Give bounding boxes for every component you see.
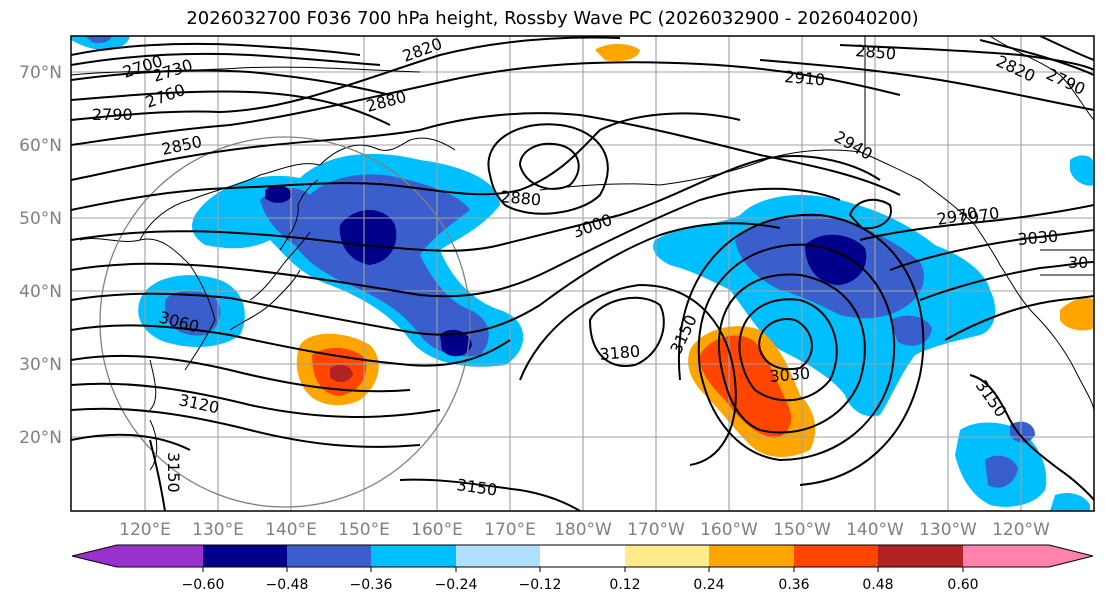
- colorbar-swatch: [456, 545, 540, 567]
- contour-label: 2760: [143, 80, 188, 112]
- contour-label: 3150: [164, 452, 183, 493]
- colorbar-tick-label: 0.60: [947, 577, 978, 593]
- lon-tick-label: 140°E: [265, 520, 317, 540]
- map-title: 2026032700 F036 700 hPa height, Rossby W…: [186, 8, 919, 29]
- lat-tick-label: 30°N: [19, 355, 62, 375]
- contour-label: 2880: [500, 187, 542, 209]
- colorbar-extend-low: [72, 545, 117, 567]
- colorbar-swatch: [709, 545, 794, 567]
- contour-label: 3030: [1017, 227, 1059, 249]
- lon-tick-label: 150°E: [338, 520, 390, 540]
- lon-tick-label: 140°W: [846, 520, 904, 540]
- reference-circle: [99, 136, 471, 508]
- lat-tick-label: 20°N: [19, 428, 62, 448]
- colorbar-outline: [71, 544, 1094, 568]
- lat-tick-label: 60°N: [19, 136, 62, 156]
- colorbar-tick-label: −0.12: [519, 577, 562, 593]
- lat-tick-label: 70°N: [19, 63, 62, 83]
- lon-tick-label: 130°W: [919, 520, 977, 540]
- contour-label: 3150: [972, 376, 1011, 420]
- colorbar-swatch: [878, 545, 963, 567]
- height-contours: [71, 36, 1094, 511]
- anomaly-shading: [71, 36, 1094, 511]
- lon-tick-label: 150°W: [773, 520, 831, 540]
- colorbar-extend-high: [1049, 545, 1093, 567]
- contour-label: 2910: [784, 67, 826, 89]
- lon-tick-label: 170°W: [627, 520, 685, 540]
- longitude-axis: 120°E 130°E 140°E 150°E 160°E 170°E 180°…: [119, 520, 1050, 540]
- contour-label: 2850: [855, 41, 897, 63]
- colorbar-swatch: [203, 545, 287, 567]
- latitude-axis: 70°N 60°N 50°N 40°N 30°N 20°N: [19, 63, 62, 448]
- lon-tick-label: 130°E: [192, 520, 244, 540]
- colorbar-tick-label: −0.60: [182, 577, 225, 593]
- colorbar-tick-label: 0.24: [693, 577, 724, 593]
- colorbar-swatch: [287, 545, 371, 567]
- colorbar-swatch: [371, 545, 456, 567]
- lon-tick-label: 120°W: [992, 520, 1050, 540]
- contour-label: 2940: [831, 127, 876, 164]
- lat-tick-label: 40°N: [19, 282, 62, 302]
- contour-label: 3000: [570, 210, 615, 242]
- colorbar-tick-label: −0.48: [266, 577, 309, 593]
- colorbar-swatch: [540, 545, 625, 567]
- lon-tick-label: 160°W: [700, 520, 758, 540]
- colorbar: −0.60 −0.48 −0.36 −0.24 −0.12 0.12 0.24 …: [71, 544, 1094, 593]
- colorbar-tick-label: 0.48: [862, 577, 893, 593]
- colorbar-swatch: [117, 545, 203, 567]
- contour-label: 3120: [177, 390, 221, 417]
- contour-label: 30: [1068, 253, 1088, 272]
- colorbar-tick-label: −0.24: [435, 577, 478, 593]
- contour-label: 3180: [599, 342, 641, 364]
- lon-tick-label: 160°E: [411, 520, 463, 540]
- colorbar-swatch: [625, 545, 709, 567]
- contour-label: 2790: [92, 105, 133, 124]
- lon-tick-label: 180°W: [554, 520, 612, 540]
- contour-label: 3150: [455, 475, 498, 499]
- colorbar-swatch: [963, 545, 1049, 567]
- colorbar-tick-label: 0.36: [778, 577, 809, 593]
- lon-tick-label: 170°E: [484, 520, 536, 540]
- colorbar-tick-label: −0.36: [350, 577, 393, 593]
- map-frame: [70, 35, 1095, 512]
- colorbar-tick-label: 0.12: [609, 577, 640, 593]
- contour-label: 3030: [769, 364, 811, 386]
- colorbar-swatch: [794, 545, 878, 567]
- lat-tick-label: 50°N: [19, 209, 62, 229]
- lon-tick-label: 120°E: [119, 520, 171, 540]
